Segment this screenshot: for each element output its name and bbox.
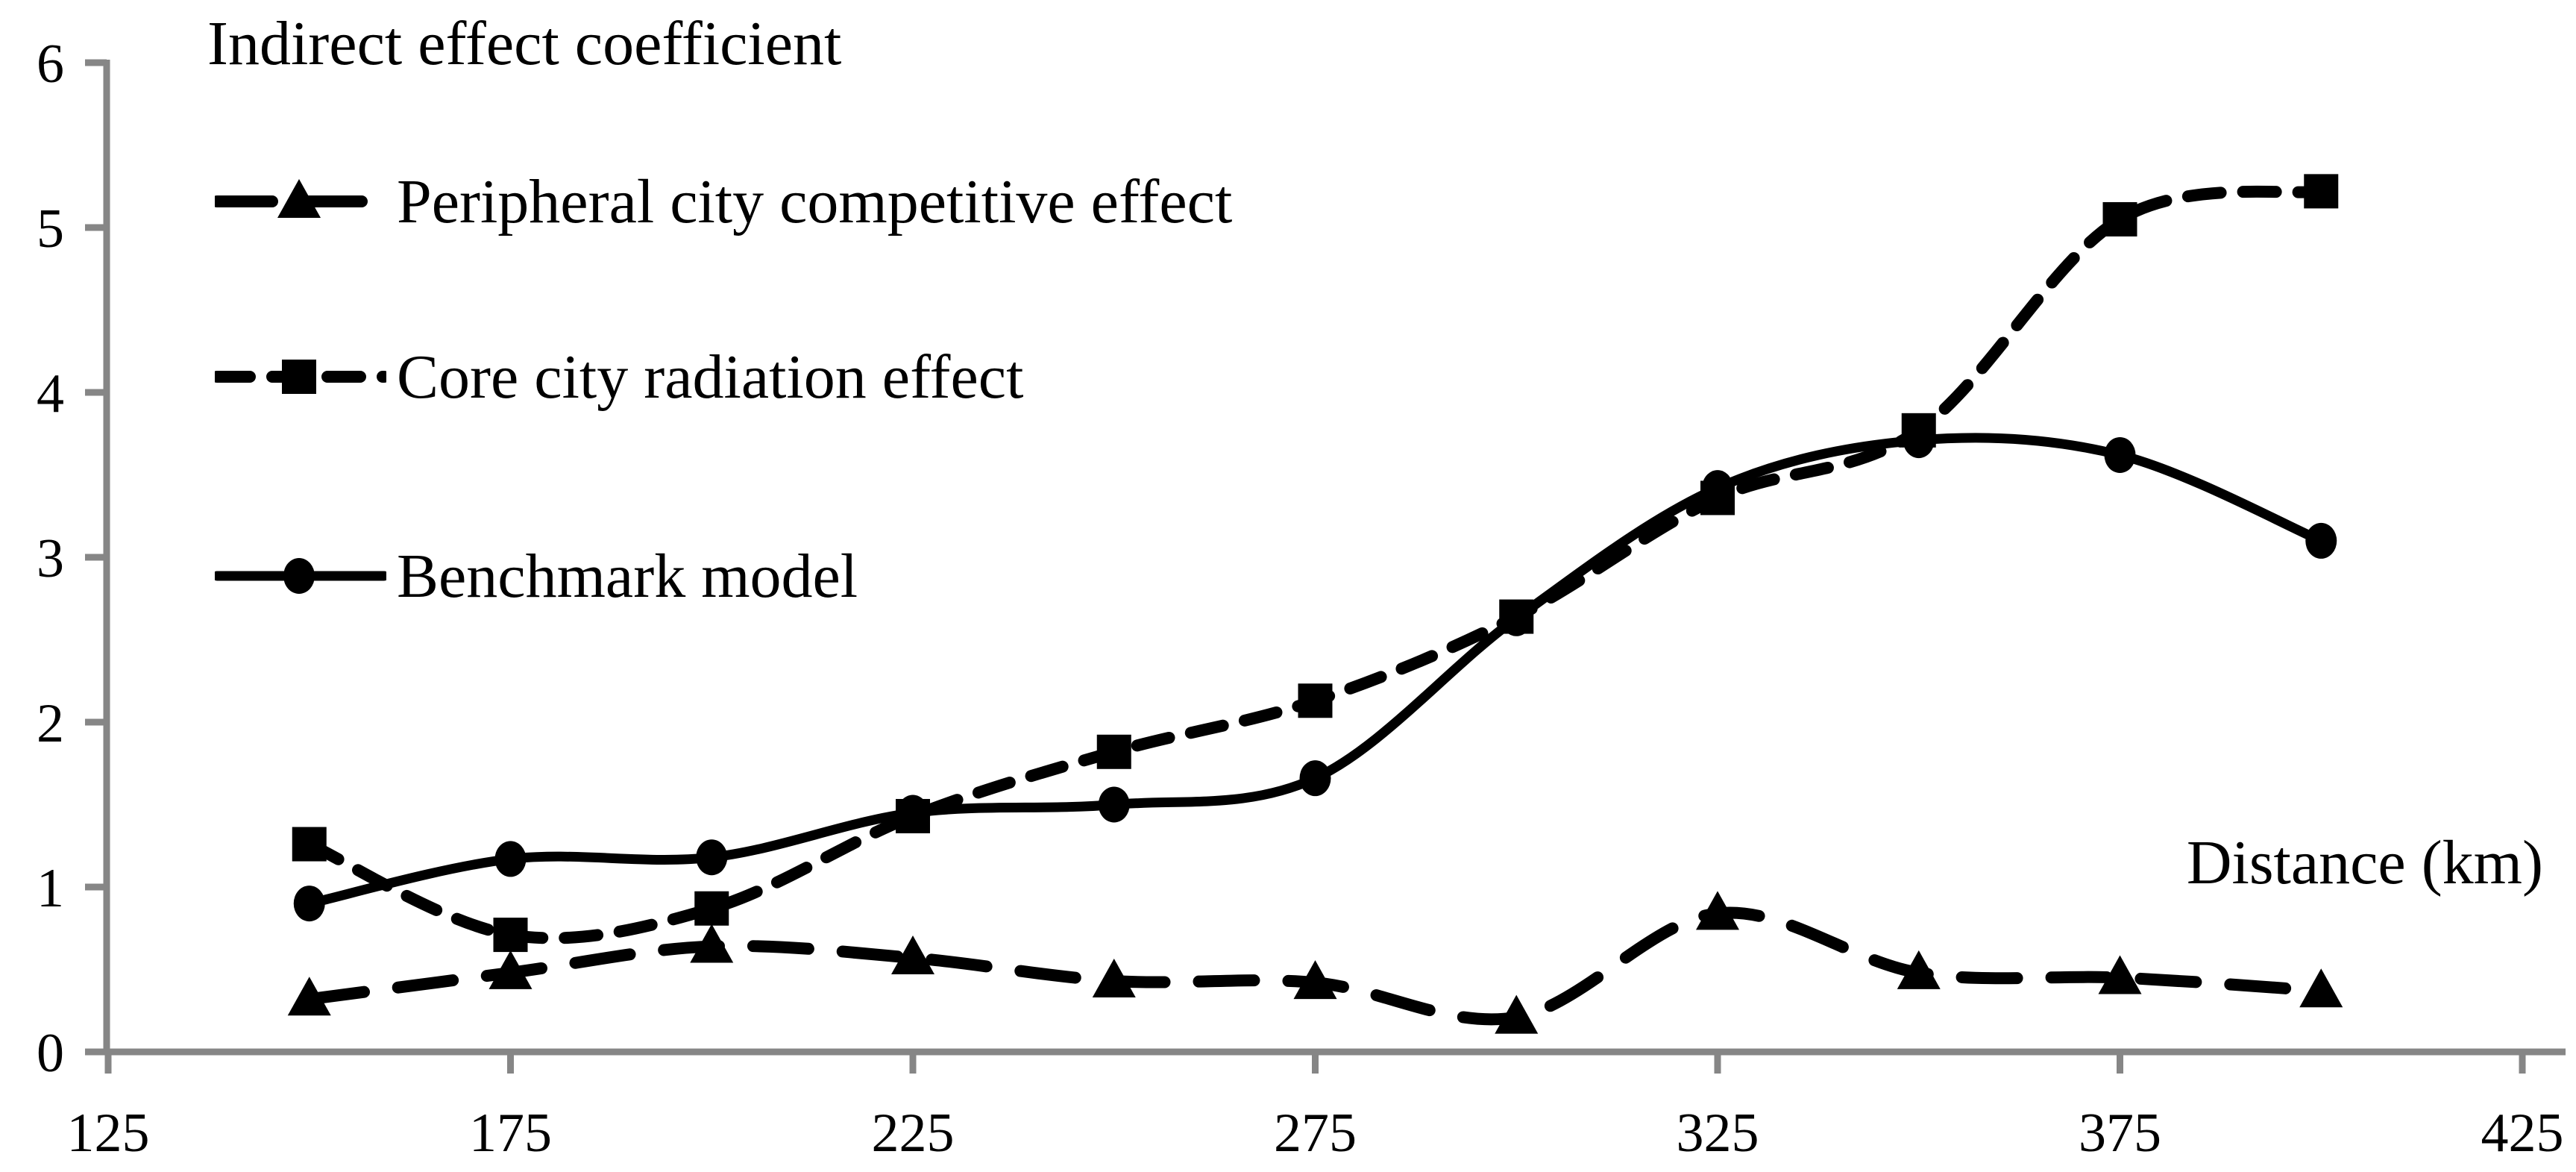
triangle-marker [1495, 994, 1539, 1034]
square-marker [493, 918, 528, 953]
series-square [292, 174, 2339, 953]
circle-marker [696, 839, 728, 876]
triangle-marker [1092, 958, 1136, 997]
triangle-marker [1897, 950, 1941, 989]
circle-marker [293, 886, 325, 922]
series-line-circle [304, 433, 2326, 909]
circle-marker [1299, 760, 1331, 797]
x-tick-label: 425 [2481, 1103, 2564, 1164]
square-marker [2304, 174, 2339, 209]
x-tick-label: 375 [2079, 1103, 2161, 1164]
triangle-marker [1696, 891, 1739, 930]
y-tick-label: 6 [37, 34, 64, 95]
triangle-marker [287, 977, 331, 1016]
triangle-marker [891, 936, 934, 975]
x-tick-label: 325 [1677, 1103, 1759, 1164]
circle-marker [2305, 522, 2337, 559]
series-triangle [287, 891, 2343, 1034]
y-tick-label: 5 [37, 198, 64, 260]
square-marker [1096, 734, 1131, 769]
triangle-marker [690, 924, 734, 963]
x-axis-title: Distance (km) [2186, 828, 2543, 897]
triangle-marker [2098, 955, 2142, 994]
y-tick-label: 1 [37, 858, 64, 919]
circle-marker [1702, 470, 1733, 507]
square-marker [1298, 683, 1333, 718]
circle-marker [2104, 436, 2136, 473]
chart-title: Indirect effect coefficient [207, 9, 842, 78]
y-tick-label: 2 [37, 693, 64, 754]
y-tick-label: 3 [37, 528, 64, 589]
square-marker [292, 827, 327, 862]
circle-marker [1501, 600, 1533, 636]
square-marker [694, 891, 729, 926]
triangle-marker [1293, 960, 1337, 1000]
triangle-marker [489, 950, 533, 989]
x-tick-label: 225 [872, 1103, 955, 1164]
x-tick-label: 125 [67, 1103, 150, 1164]
circle-marker [1098, 786, 1130, 823]
y-tick-label: 4 [37, 363, 64, 424]
x-tick-label: 275 [1274, 1103, 1357, 1164]
circle-marker [494, 841, 527, 877]
circle-marker [1903, 422, 1935, 459]
series-circle [293, 422, 2337, 922]
triangle-marker [2299, 968, 2343, 1008]
square-marker [2102, 201, 2137, 236]
series-line-square [303, 185, 2328, 944]
circle-marker [897, 795, 929, 831]
y-tick-label: 0 [37, 1023, 64, 1084]
x-tick-label: 175 [469, 1103, 552, 1164]
